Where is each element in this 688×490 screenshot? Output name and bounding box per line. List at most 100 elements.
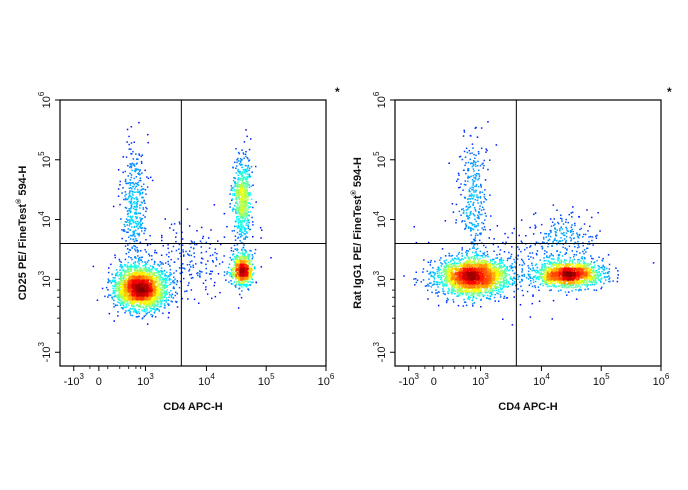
event-dot bbox=[145, 239, 147, 241]
event-dot bbox=[608, 280, 610, 283]
event-dot bbox=[169, 273, 171, 276]
event-dot bbox=[470, 234, 472, 236]
event-dot bbox=[242, 257, 244, 259]
event-dot bbox=[200, 257, 203, 259]
event-dot bbox=[142, 296, 144, 299]
event-dot bbox=[131, 190, 133, 192]
event-dot bbox=[154, 251, 156, 254]
event-dot bbox=[166, 276, 169, 278]
event-dot bbox=[481, 191, 484, 193]
event-dot bbox=[126, 298, 128, 300]
event-dot bbox=[133, 301, 136, 304]
event-dot bbox=[550, 253, 552, 255]
event-dot bbox=[151, 268, 153, 271]
event-dot bbox=[246, 236, 249, 239]
event-dot bbox=[144, 202, 146, 204]
event-dot bbox=[146, 207, 148, 210]
event-dot bbox=[245, 251, 247, 254]
event-dot bbox=[135, 176, 138, 178]
event-dot bbox=[246, 187, 248, 189]
event-dot bbox=[145, 266, 147, 268]
event-dot bbox=[141, 154, 144, 156]
event-dot bbox=[242, 186, 244, 188]
event-dot bbox=[139, 303, 142, 305]
event-dot bbox=[147, 304, 149, 307]
event-dot bbox=[145, 206, 147, 209]
event-dot bbox=[133, 263, 136, 266]
event-dot bbox=[592, 258, 594, 260]
event-dot bbox=[223, 236, 226, 238]
event-dot bbox=[240, 233, 242, 235]
event-dot bbox=[153, 263, 155, 265]
event-dot bbox=[236, 257, 238, 259]
event-dot bbox=[135, 293, 137, 295]
event-dot bbox=[232, 167, 234, 169]
event-dot bbox=[116, 294, 118, 297]
event-dot bbox=[239, 282, 242, 284]
event-dot bbox=[137, 191, 140, 194]
event-dot bbox=[472, 305, 474, 307]
event-dot bbox=[248, 261, 251, 263]
event-dot bbox=[244, 273, 246, 275]
event-dot bbox=[135, 280, 137, 282]
event-dot bbox=[155, 300, 158, 303]
event-dot bbox=[234, 161, 236, 164]
event-dot bbox=[136, 191, 138, 193]
event-dot bbox=[247, 267, 249, 269]
event-dot bbox=[597, 212, 599, 214]
event-dot bbox=[246, 260, 248, 263]
event-dot bbox=[241, 231, 243, 233]
event-dot bbox=[550, 230, 552, 232]
event-dot bbox=[241, 207, 243, 210]
event-dot bbox=[116, 286, 119, 288]
event-dot bbox=[532, 233, 535, 235]
event-dot bbox=[199, 276, 201, 278]
event-dot bbox=[444, 293, 446, 296]
event-dot bbox=[215, 257, 217, 259]
event-dot bbox=[167, 247, 169, 250]
event-dot bbox=[560, 214, 562, 216]
event-dot bbox=[564, 241, 567, 243]
event-dot bbox=[535, 226, 537, 228]
event-dot bbox=[126, 213, 129, 215]
event-dot bbox=[151, 290, 153, 292]
event-dot bbox=[123, 229, 125, 231]
y-axis-label-registered-mark: ® bbox=[15, 198, 23, 204]
event-dot bbox=[132, 207, 135, 210]
event-dot bbox=[474, 235, 477, 237]
event-dot bbox=[118, 281, 120, 283]
event-dot bbox=[140, 288, 142, 291]
event-dot bbox=[136, 297, 139, 299]
event-dot bbox=[165, 279, 167, 281]
event-dot bbox=[162, 245, 164, 247]
event-dot bbox=[238, 272, 240, 274]
event-dot bbox=[160, 269, 162, 272]
event-dot bbox=[482, 162, 484, 164]
event-dot bbox=[486, 250, 488, 253]
event-dot bbox=[210, 278, 212, 280]
event-dot bbox=[230, 283, 233, 285]
event-dot bbox=[538, 300, 541, 302]
event-dot bbox=[138, 256, 141, 259]
event-dot bbox=[169, 271, 171, 274]
event-dot bbox=[188, 282, 190, 284]
event-dot bbox=[107, 294, 110, 296]
event-dot bbox=[463, 183, 466, 186]
event-dot bbox=[138, 289, 140, 292]
event-dot bbox=[137, 172, 139, 175]
event-dot bbox=[127, 197, 130, 199]
event-dot bbox=[153, 308, 155, 311]
event-dot bbox=[468, 221, 471, 224]
event-dot bbox=[445, 301, 448, 304]
event-dot bbox=[136, 294, 138, 296]
event-dot bbox=[132, 201, 135, 204]
event-dot bbox=[236, 261, 238, 263]
event-dot bbox=[152, 295, 155, 298]
event-dot bbox=[129, 299, 131, 301]
event-dot bbox=[138, 298, 140, 300]
event-dot bbox=[165, 299, 167, 301]
event-dot bbox=[246, 135, 248, 138]
event-dot bbox=[124, 271, 126, 274]
event-dot bbox=[242, 263, 245, 266]
